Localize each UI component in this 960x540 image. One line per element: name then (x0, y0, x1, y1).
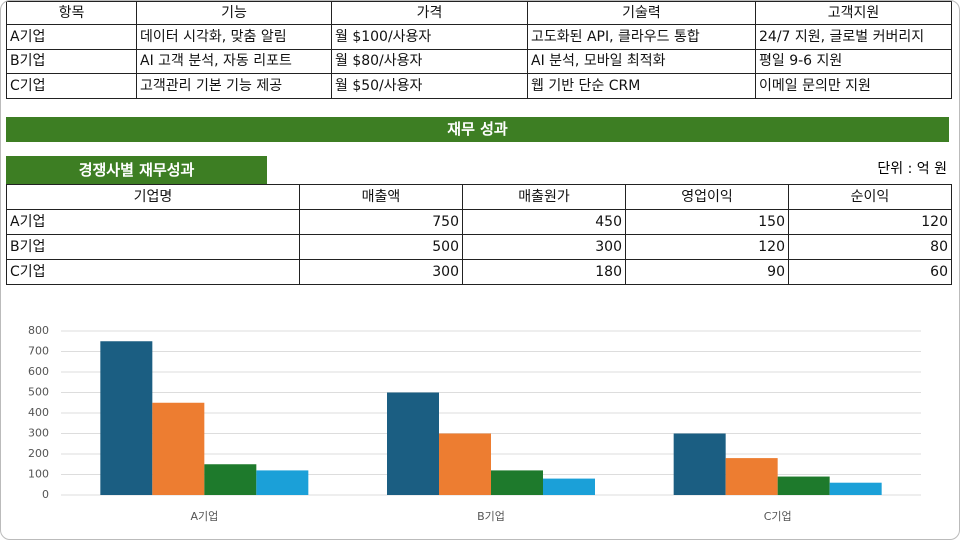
bar (204, 464, 257, 495)
cell: 이메일 문의만 지원 (755, 73, 952, 99)
bar (439, 433, 491, 495)
y-tick-label: 500 (28, 386, 49, 399)
x-tick-label: A기업 (190, 510, 218, 523)
cell: A기업 (6, 24, 137, 50)
cell: 기업명 (6, 184, 300, 210)
cell: 월 $100/사용자 (331, 24, 528, 50)
unit-label: 단위 : 억 원 (877, 161, 947, 177)
section-title: 재무 성과 (6, 117, 949, 142)
bar (100, 341, 153, 495)
cell: 월 $80/사용자 (331, 49, 528, 74)
cell: 150 (625, 209, 789, 235)
bar (829, 482, 882, 495)
cell: 90 (625, 259, 789, 285)
cell: C기업 (6, 259, 300, 285)
y-tick-label: 400 (28, 406, 49, 419)
cell: 고객관리 기본 기능 제공 (136, 73, 332, 99)
bar (152, 402, 205, 495)
cell: 월 $50/사용자 (331, 73, 528, 99)
cell: A기업 (6, 209, 300, 235)
cell: B기업 (6, 234, 300, 260)
cell: 항목 (6, 1, 137, 25)
cell: 450 (462, 209, 626, 235)
cell: 300 (299, 259, 463, 285)
bar (491, 470, 543, 495)
cell: 고도화된 API, 클라우드 통합 (527, 24, 756, 50)
y-tick-label: 100 (28, 468, 49, 481)
cell: 120 (788, 209, 952, 235)
chart: 0 100 200 300 400 500 600 700 800 A기업 B기업 C기업 (28, 324, 921, 523)
cell: 80 (788, 234, 952, 260)
y-tick-label: 0 (42, 488, 49, 501)
bar (777, 476, 830, 495)
cell: 24/7 지원, 글로벌 커버리지 (755, 24, 952, 50)
y-tick-label: 700 (28, 345, 49, 358)
cell: 평일 9-6 지원 (755, 49, 952, 74)
cell: 180 (462, 259, 626, 285)
cell: C기업 (6, 73, 137, 99)
y-tick-label: 200 (28, 447, 49, 460)
cell: 기술력 (527, 1, 756, 25)
bar (256, 470, 309, 495)
cell: 매출액 (299, 184, 463, 210)
bar (673, 433, 726, 495)
cell: AI 분석, 모바일 최적화 (527, 49, 756, 74)
cell: 매출원가 (462, 184, 626, 210)
cell: 고객지원 (755, 1, 952, 25)
y-tick-label: 600 (28, 365, 49, 378)
cell: 60 (788, 259, 952, 285)
cell: AI 고객 분석, 자동 리포트 (136, 49, 332, 74)
cell: 데이터 시각화, 맞춤 알림 (136, 24, 332, 50)
y-tick-label: 300 (28, 427, 49, 440)
x-tick-label: C기업 (764, 510, 792, 523)
cell: 500 (299, 234, 463, 260)
cell: 웹 기반 단순 CRM (527, 73, 756, 99)
bar (543, 478, 595, 495)
cell: 300 (462, 234, 626, 260)
bar (725, 458, 778, 495)
finance-title: 경쟁사별 재무성과 (6, 156, 267, 184)
cell: 순이익 (788, 184, 952, 210)
cell: 영업이익 (625, 184, 789, 210)
cell: 750 (299, 209, 463, 235)
cell: B기업 (6, 49, 137, 74)
cell: 기능 (136, 1, 332, 25)
x-tick-label: B기업 (477, 510, 505, 523)
cell: 120 (625, 234, 789, 260)
cell: 가격 (331, 1, 528, 25)
y-tick-label: 800 (28, 324, 49, 337)
bar (387, 392, 439, 495)
